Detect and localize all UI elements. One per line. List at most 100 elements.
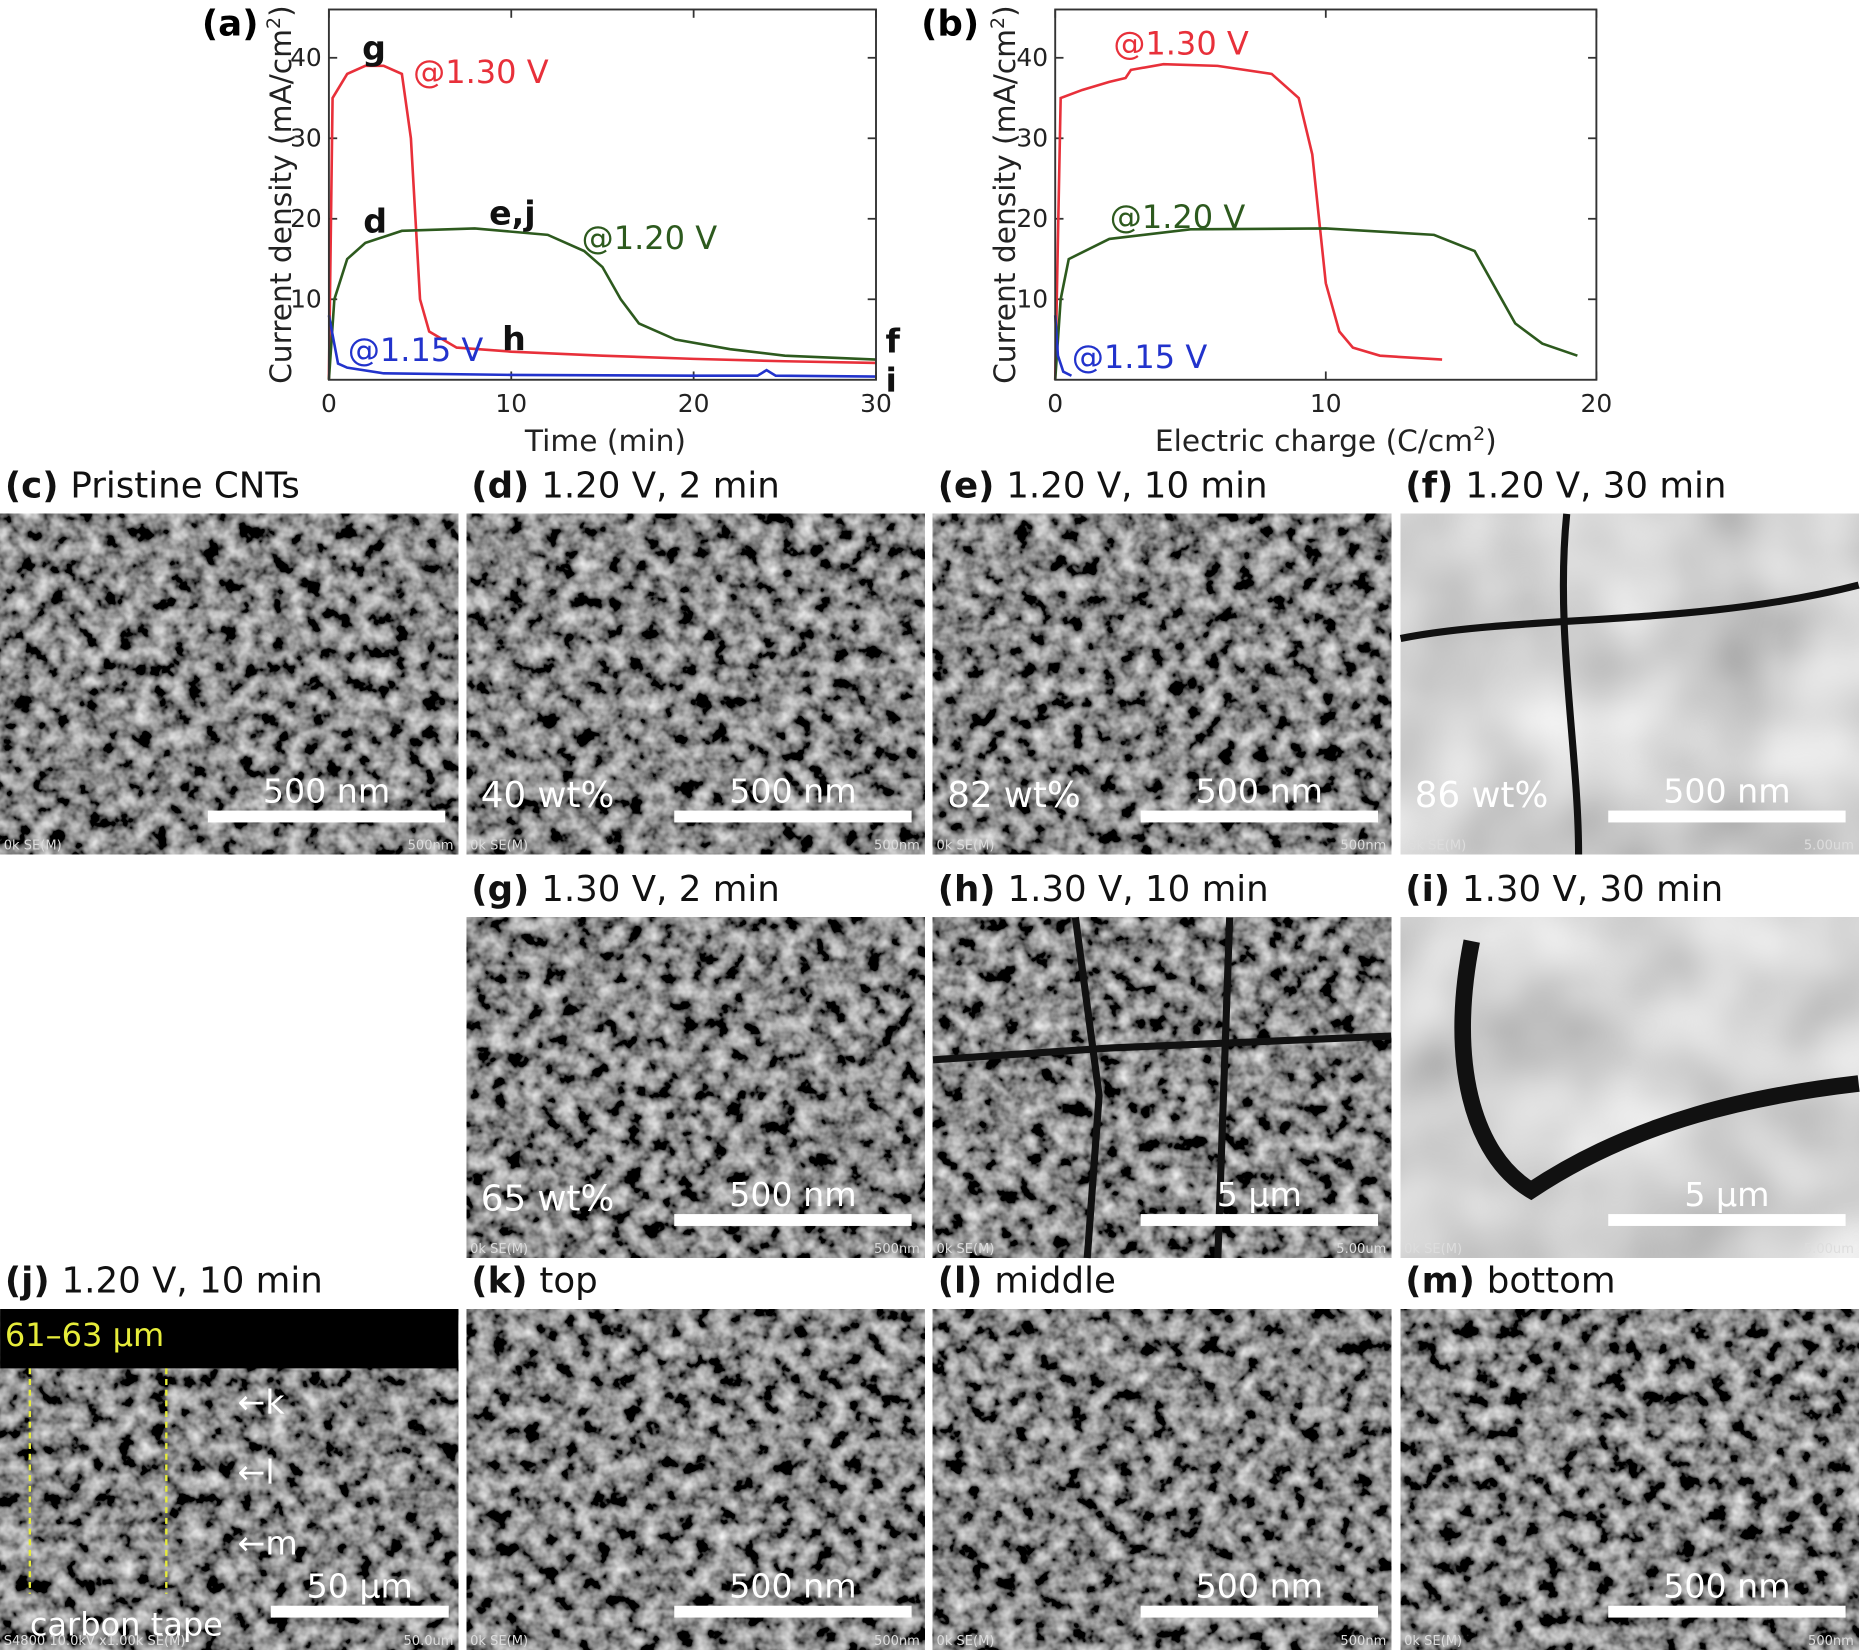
sem-image xyxy=(466,513,925,855)
scale-bar xyxy=(1140,1605,1379,1618)
scale-label: 500 nm xyxy=(729,1175,856,1214)
crack xyxy=(1454,939,1860,1201)
panel-caption: 1.20 V, 10 min xyxy=(1006,465,1267,506)
scale-label: 5 µm xyxy=(1684,1175,1769,1214)
thickness: 61–63 µm xyxy=(5,1316,164,1354)
panel-caption: top xyxy=(539,1260,597,1301)
sem-footer: 500nm xyxy=(1808,1634,1854,1649)
panel-label: (e) xyxy=(938,465,995,506)
sem-image xyxy=(1400,513,1859,855)
x-tick-label: 0 xyxy=(321,389,337,418)
scale-bar xyxy=(674,1214,912,1226)
y-axis-label: Current density (mA/cm2) xyxy=(987,5,1022,384)
series-label: @1.30 V xyxy=(413,53,549,91)
annotation: i xyxy=(885,361,896,400)
layer-arrow: ←k xyxy=(238,1382,286,1421)
panel-caption: 1.30 V, 2 min xyxy=(541,869,780,910)
sem-footer: 0k SE(M) xyxy=(470,1242,528,1257)
annotation: g xyxy=(362,28,386,67)
annotation: h xyxy=(502,319,526,358)
panel-label: (l) xyxy=(938,1260,983,1301)
sem-footer: 0k SE(M) xyxy=(937,839,995,854)
scale-bar xyxy=(207,810,446,823)
series-label: @1.15 V xyxy=(348,331,484,369)
crack xyxy=(1559,513,1583,855)
scale-label: 500 nm xyxy=(263,771,390,810)
panel-caption: 1.30 V, 30 min xyxy=(1462,869,1723,910)
panel-title: (i) 1.30 V, 30 min xyxy=(1405,869,1723,910)
loading-label: 40 wt% xyxy=(481,775,615,816)
panel-title: (j) 1.20 V, 10 min xyxy=(5,1260,323,1301)
plot-frame xyxy=(327,8,877,381)
sem-image xyxy=(466,917,925,1258)
y-axis-label-part: Current density (mA/cm xyxy=(263,29,298,384)
panel-title: (c) Pristine CNTs xyxy=(5,465,300,506)
panel-caption: middle xyxy=(994,1260,1116,1301)
sem-footer: 500nm xyxy=(1340,1634,1386,1649)
panel-title: (l) middle xyxy=(938,1260,1116,1301)
sem-image xyxy=(466,1309,925,1650)
x-tick-label: 10 xyxy=(495,389,527,418)
data-line xyxy=(327,315,877,378)
y-tick-label: 20 xyxy=(1016,204,1048,233)
x-axis-label-part: Time (min) xyxy=(524,423,686,458)
scale-bar xyxy=(1608,1214,1846,1226)
y-tick-label: 30 xyxy=(290,124,322,153)
x-tick-label: 10 xyxy=(1310,389,1342,418)
sem-footer: 0k SE(M) xyxy=(470,1634,528,1649)
panel-title: (e) 1.20 V, 10 min xyxy=(938,465,1268,506)
series-label: @1.30 V xyxy=(1113,25,1249,63)
scale-label: 500 nm xyxy=(1196,771,1323,810)
panel-label: (k) xyxy=(471,1260,527,1301)
x-tick-label: 20 xyxy=(678,389,710,418)
data-line xyxy=(327,64,877,380)
sem-footer: 0k SE(M) xyxy=(4,839,62,854)
panel-caption: 1.20 V, 2 min xyxy=(541,465,780,506)
panel-title: (f) 1.20 V, 30 min xyxy=(1405,465,1726,506)
panel-title: (h) 1.30 V, 10 min xyxy=(938,869,1269,910)
panel-caption: 1.30 V, 10 min xyxy=(1007,869,1268,910)
x-tick-label: 20 xyxy=(1581,389,1613,418)
sem-footer: 0k SE(M) xyxy=(937,1242,995,1257)
sem-image xyxy=(1400,1309,1859,1650)
y-tick-label: 40 xyxy=(1016,43,1048,72)
panel-caption: bottom xyxy=(1487,1260,1616,1301)
sample-band xyxy=(0,1309,459,1369)
series-label: @1.20 V xyxy=(582,219,718,257)
loading-label: 86 wt% xyxy=(1415,775,1549,816)
panel-label: (a) xyxy=(202,4,259,45)
annotation: e,j xyxy=(489,193,536,232)
sem-footer: 500nm xyxy=(874,839,920,854)
sem-footer: 0k SE(M) xyxy=(470,839,528,854)
scale-label: 500 nm xyxy=(1663,1566,1790,1605)
sem-footer: 5.00um xyxy=(1804,1242,1854,1257)
crack xyxy=(1214,917,1234,1259)
panel-label: (g) xyxy=(471,869,529,910)
data-line xyxy=(327,227,877,380)
y-tick-label: 30 xyxy=(1016,124,1048,153)
sem-footer: .0k SE(M) xyxy=(1404,839,1466,854)
sem-footer: 0k SE(M) xyxy=(937,1634,995,1649)
sem-footer: 50.0um xyxy=(403,1634,453,1649)
sem-footer: 5.00um xyxy=(1804,839,1854,854)
layer-arrow: ←m xyxy=(238,1524,298,1563)
scale-label: 500 nm xyxy=(1196,1566,1323,1605)
x-axis-label-part: ) xyxy=(1485,423,1497,458)
sem-footer: 0k SE(M) xyxy=(1404,1634,1462,1649)
scale-bar xyxy=(270,1605,449,1618)
scale-bar xyxy=(1140,1214,1379,1226)
data-line xyxy=(1053,227,1578,380)
panel-label: (j) xyxy=(5,1260,50,1301)
x-tick-label: 30 xyxy=(860,389,892,418)
scale-bar xyxy=(674,810,912,823)
y-axis-label-part: Current density (mA/cm xyxy=(987,29,1022,384)
layer-arrow: ←l xyxy=(238,1452,275,1491)
loading-label: 65 wt% xyxy=(481,1179,615,1220)
scale-label: 500 nm xyxy=(729,771,856,810)
x-axis-label-part: Electric charge (C/cm xyxy=(1155,423,1473,458)
y-axis-label-part: ) xyxy=(987,5,1022,17)
y-tick-label: 10 xyxy=(290,285,322,314)
panel-caption: 1.20 V, 30 min xyxy=(1465,465,1726,506)
y-axis-label: Current density (mA/cm2) xyxy=(263,5,298,384)
